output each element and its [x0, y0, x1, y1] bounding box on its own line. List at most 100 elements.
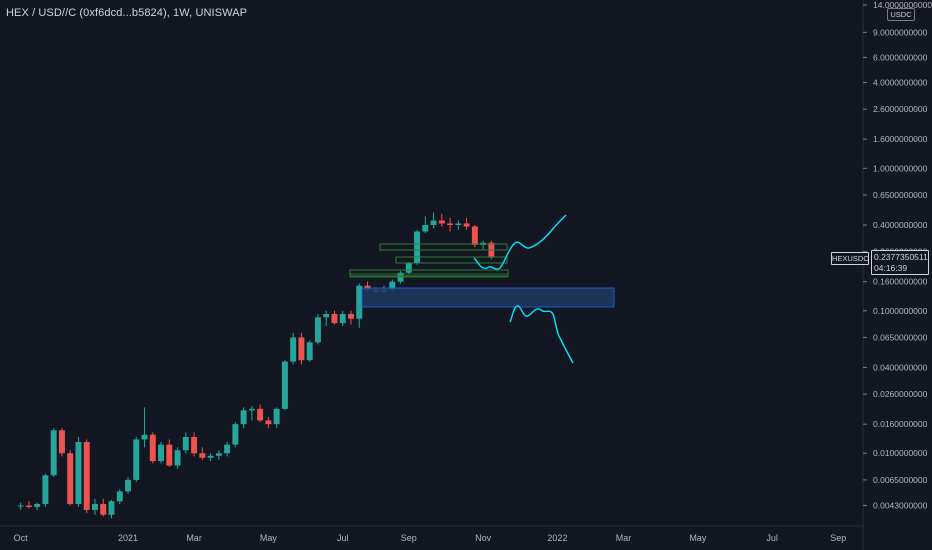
- candle-up[interactable]: [50, 428, 57, 478]
- candle-up[interactable]: [281, 360, 288, 411]
- candle-down[interactable]: [166, 439, 173, 468]
- candle-up[interactable]: [339, 310, 346, 327]
- candle-down[interactable]: [257, 404, 264, 423]
- candle-up[interactable]: [405, 261, 412, 275]
- candle-up[interactable]: [215, 450, 222, 460]
- candle-up[interactable]: [422, 216, 429, 234]
- candle-down[interactable]: [100, 498, 107, 517]
- price-tick-label: 0.1000000000: [873, 306, 928, 316]
- candle-down[interactable]: [471, 224, 478, 248]
- candle-body: [67, 453, 74, 505]
- candle-up[interactable]: [42, 473, 49, 507]
- candle-up[interactable]: [430, 212, 437, 229]
- candle-up[interactable]: [141, 407, 148, 448]
- bullish-projection-path[interactable]: [473, 214, 567, 270]
- candle-down[interactable]: [348, 310, 354, 325]
- candle-up[interactable]: [75, 437, 82, 507]
- last-price-value: 0.2377350511: [874, 252, 928, 262]
- candle-up[interactable]: [207, 453, 214, 462]
- candle-down[interactable]: [58, 428, 65, 457]
- price-tick-label: 0.0650000000: [873, 332, 928, 342]
- candle-down[interactable]: [438, 213, 445, 227]
- candle-body: [42, 475, 49, 505]
- candle-body: [306, 342, 313, 361]
- candle-up[interactable]: [108, 499, 115, 519]
- candle-up[interactable]: [91, 498, 98, 515]
- candle-up[interactable]: [356, 283, 363, 328]
- level-box[interactable]: [349, 273, 509, 278]
- candle-up[interactable]: [240, 407, 247, 429]
- candle-down[interactable]: [199, 447, 206, 460]
- candle-down[interactable]: [191, 432, 198, 457]
- candle-body: [116, 491, 123, 502]
- time-tick-label: Mar: [616, 533, 632, 543]
- candle-down[interactable]: [331, 310, 338, 325]
- time-tick-label: 2021: [118, 533, 138, 543]
- price-tick-label: 0.4000000000: [873, 220, 928, 230]
- candle-up[interactable]: [248, 405, 255, 421]
- candle-body: [215, 453, 222, 456]
- candle-body: [298, 337, 305, 361]
- candle-body: [50, 430, 57, 476]
- candle-body: [133, 439, 140, 480]
- candle-up[interactable]: [224, 441, 231, 457]
- candle-body: [356, 285, 363, 319]
- candle-body: [207, 455, 214, 458]
- candle-body: [108, 501, 115, 515]
- candle-body: [199, 453, 206, 458]
- time-tick-label: May: [689, 533, 707, 543]
- candle-up[interactable]: [306, 340, 313, 362]
- candle-body: [257, 408, 264, 421]
- level-box[interactable]: [349, 269, 509, 277]
- candle-up[interactable]: [273, 407, 280, 429]
- candle-up[interactable]: [323, 310, 330, 327]
- candle-body: [430, 220, 437, 225]
- demand-zone[interactable]: [361, 287, 615, 308]
- candle-up[interactable]: [480, 240, 487, 250]
- candle-down[interactable]: [67, 450, 74, 506]
- time-tick-label: Oct: [14, 533, 29, 543]
- candle-up[interactable]: [133, 437, 140, 482]
- candle-down[interactable]: [25, 501, 32, 509]
- candle-body: [447, 223, 454, 225]
- level-box[interactable]: [395, 256, 508, 264]
- candle-down[interactable]: [463, 217, 470, 230]
- candle-body: [414, 231, 421, 264]
- candle-down[interactable]: [149, 432, 156, 464]
- drawing-annotations: [349, 214, 615, 364]
- candle-up[interactable]: [414, 229, 421, 265]
- candle-down[interactable]: [298, 332, 305, 365]
- candle-up[interactable]: [455, 220, 462, 230]
- candle-up[interactable]: [314, 313, 321, 345]
- price-tick-label: 6.0000000000: [873, 52, 928, 62]
- candle-up[interactable]: [158, 441, 165, 464]
- candle-up[interactable]: [125, 477, 131, 494]
- candle-up[interactable]: [17, 502, 24, 510]
- candle-body: [17, 505, 24, 507]
- candle-body: [100, 504, 107, 515]
- candle-up[interactable]: [290, 332, 297, 365]
- bearish-projection-path[interactable]: [509, 305, 574, 364]
- candle-body: [34, 504, 41, 507]
- price-tick-label: 0.6500000000: [873, 190, 928, 200]
- candle-body: [273, 408, 280, 425]
- price-tick-label: 2.6000000000: [873, 104, 928, 114]
- time-tick-label: May: [260, 533, 278, 543]
- candle-up[interactable]: [232, 422, 239, 448]
- bar-countdown: 04:16:39: [874, 263, 908, 273]
- plot-area[interactable]: [17, 212, 495, 519]
- candle-body: [463, 223, 470, 227]
- candle-body: [422, 224, 429, 232]
- candle-down[interactable]: [265, 416, 272, 429]
- candle-body: [438, 220, 445, 224]
- chart-title: HEX / USD//C (0xf6dcd...b5824), 1W, UNIS…: [6, 7, 248, 19]
- candle-up[interactable]: [174, 447, 181, 469]
- time-axis[interactable]: Oct 2021 Mar May Jul Sep Nov 2022 Mar May Jul Sep: [14, 533, 847, 543]
- candle-down[interactable]: [447, 217, 454, 232]
- candle-down[interactable]: [83, 439, 90, 514]
- candle-up[interactable]: [116, 489, 123, 505]
- candle-up[interactable]: [182, 432, 189, 454]
- candle-up[interactable]: [34, 502, 41, 510]
- level-box[interactable]: [379, 243, 508, 251]
